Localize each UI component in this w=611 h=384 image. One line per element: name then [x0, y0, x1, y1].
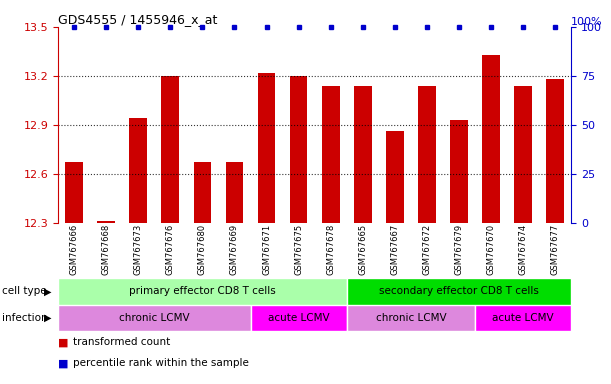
Bar — [97, 221, 115, 223]
Bar — [514, 86, 532, 223]
Bar — [354, 86, 371, 223]
Text: transformed count: transformed count — [73, 337, 170, 347]
Bar — [475, 305, 571, 331]
Bar — [251, 305, 347, 331]
Text: cell type: cell type — [2, 286, 47, 296]
Text: GSM767679: GSM767679 — [455, 224, 464, 275]
Text: GDS4555 / 1455946_x_at: GDS4555 / 1455946_x_at — [58, 13, 218, 26]
Text: GSM767670: GSM767670 — [486, 224, 496, 275]
Bar — [161, 76, 179, 223]
Bar — [58, 278, 347, 305]
Text: GSM767680: GSM767680 — [198, 224, 207, 275]
Bar — [347, 278, 571, 305]
Bar — [258, 73, 276, 223]
Text: GSM767671: GSM767671 — [262, 224, 271, 275]
Text: GSM767665: GSM767665 — [358, 224, 367, 275]
Text: ▶: ▶ — [45, 313, 52, 323]
Bar — [546, 79, 564, 223]
Bar — [450, 120, 468, 223]
Text: acute LCMV: acute LCMV — [268, 313, 329, 323]
Text: ▶: ▶ — [45, 286, 52, 296]
Text: ■: ■ — [58, 358, 68, 368]
Text: GSM767667: GSM767667 — [390, 224, 400, 275]
Text: GSM767675: GSM767675 — [294, 224, 303, 275]
Text: chronic LCMV: chronic LCMV — [119, 313, 189, 323]
Bar — [194, 162, 211, 223]
Bar — [225, 162, 243, 223]
Bar — [130, 118, 147, 223]
Text: GSM767669: GSM767669 — [230, 224, 239, 275]
Text: GSM767666: GSM767666 — [70, 224, 79, 275]
Text: chronic LCMV: chronic LCMV — [376, 313, 446, 323]
Text: GSM767668: GSM767668 — [101, 224, 111, 275]
Text: acute LCMV: acute LCMV — [492, 313, 554, 323]
Text: GSM767677: GSM767677 — [551, 224, 560, 275]
Bar — [290, 76, 307, 223]
Bar — [65, 162, 83, 223]
Text: GSM767676: GSM767676 — [166, 224, 175, 275]
Bar — [418, 86, 436, 223]
Text: GSM767672: GSM767672 — [422, 224, 431, 275]
Text: GSM767673: GSM767673 — [134, 224, 143, 275]
Text: infection: infection — [2, 313, 48, 323]
Bar — [322, 86, 340, 223]
Bar — [347, 305, 475, 331]
Text: ■: ■ — [58, 337, 68, 347]
Text: percentile rank within the sample: percentile rank within the sample — [73, 358, 249, 368]
Text: GSM767674: GSM767674 — [519, 224, 528, 275]
Text: 100%: 100% — [571, 17, 603, 27]
Text: secondary effector CD8 T cells: secondary effector CD8 T cells — [379, 286, 539, 296]
Text: primary effector CD8 T cells: primary effector CD8 T cells — [129, 286, 276, 296]
Text: GSM767678: GSM767678 — [326, 224, 335, 275]
Bar — [386, 131, 404, 223]
Bar — [482, 55, 500, 223]
Bar — [58, 305, 251, 331]
